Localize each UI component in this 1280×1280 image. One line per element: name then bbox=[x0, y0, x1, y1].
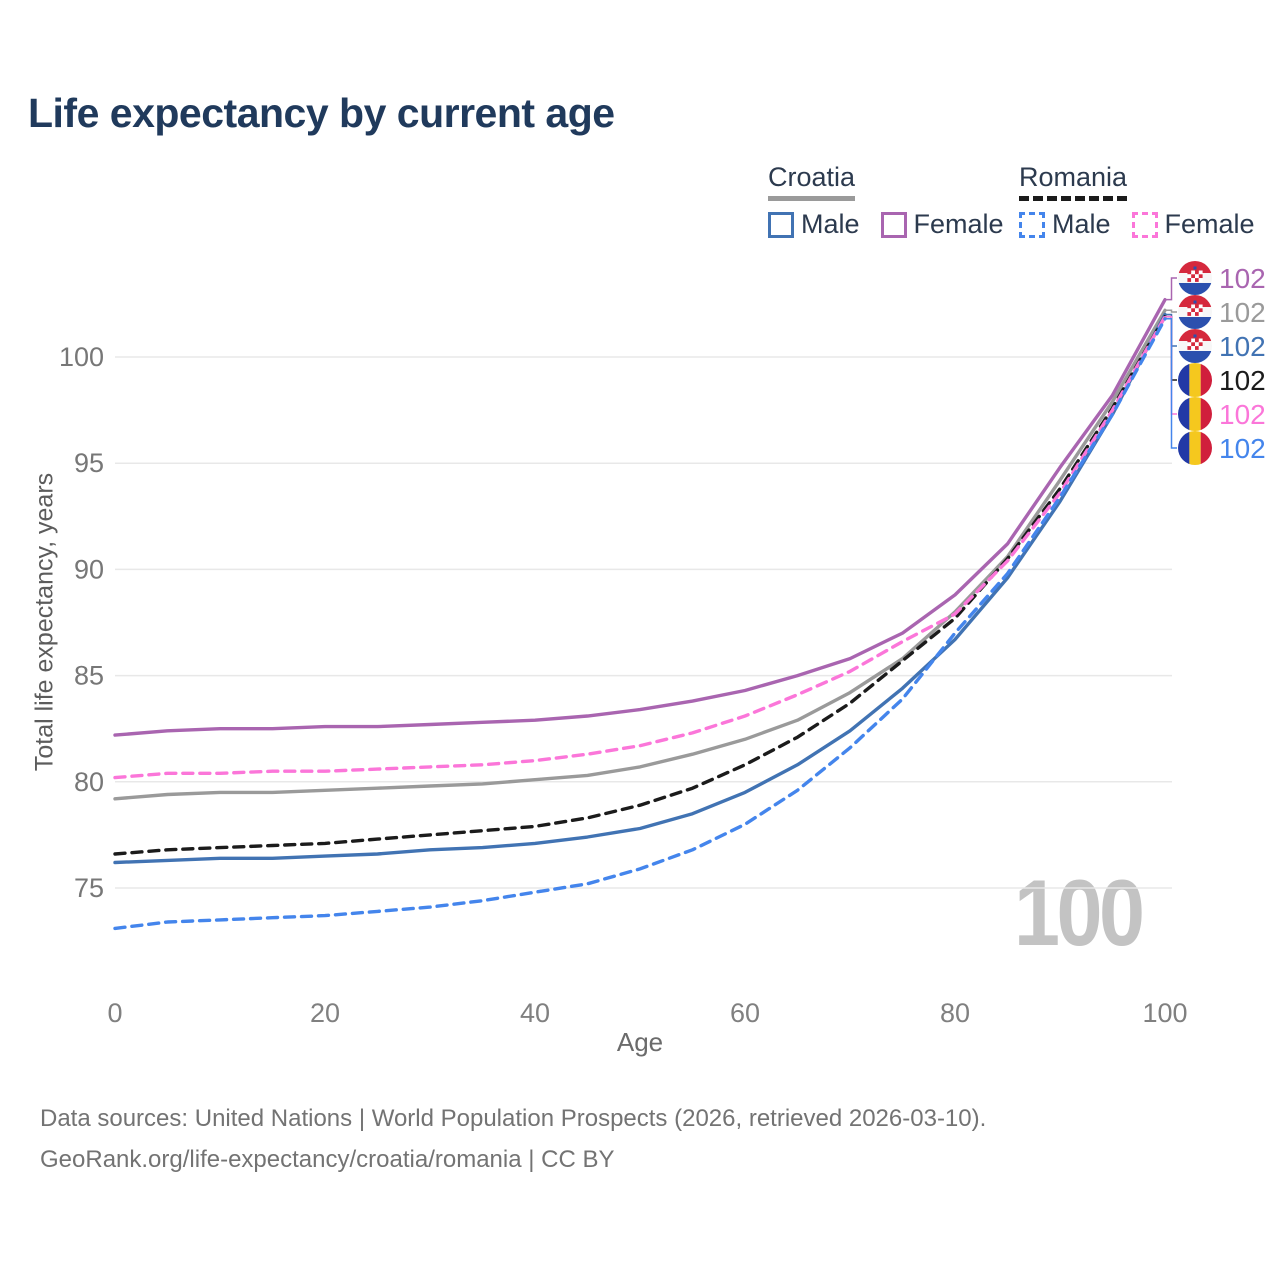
x-tick-label: 20 bbox=[310, 998, 340, 1028]
end-value-label-romania-male: 102 bbox=[1219, 433, 1266, 464]
legend-croatia-items: Male Female bbox=[768, 209, 1025, 240]
series-line-romania-male bbox=[113, 317, 1167, 931]
y-axis-title: Total life expectancy, years bbox=[30, 472, 59, 772]
legend-group-romania: Romania Male Female bbox=[1019, 162, 1276, 240]
end-label-leader-croatia-male bbox=[1165, 313, 1177, 347]
romania-male-swatch-icon[interactable] bbox=[1019, 211, 1045, 238]
croatia-female-swatch-icon[interactable] bbox=[880, 211, 907, 238]
end-value-label-romania-female: 102 bbox=[1219, 399, 1266, 430]
series-line-romania-total bbox=[113, 314, 1167, 856]
end-label-leader-romania-male bbox=[1165, 318, 1177, 449]
x-tick-label: 0 bbox=[107, 998, 122, 1028]
legend-romania-title[interactable]: Romania bbox=[1019, 162, 1128, 202]
y-tick-label: 90 bbox=[74, 554, 104, 584]
page-title: Life expectancy by current age bbox=[28, 90, 615, 136]
x-tick-label: 100 bbox=[1142, 998, 1187, 1028]
croatia-flag-icon bbox=[1178, 261, 1212, 295]
legend-group-croatia: Croatia Male Female bbox=[768, 162, 1025, 240]
series-line-romania-female bbox=[113, 314, 1167, 780]
romania-flag-icon bbox=[1178, 431, 1212, 465]
end-label-leader-romania-female bbox=[1165, 315, 1177, 415]
footer-data-sources: Data sources: United Nations | World Pop… bbox=[40, 1105, 987, 1132]
x-tick-label: 80 bbox=[940, 998, 970, 1028]
end-label-leader-croatia-female bbox=[1165, 277, 1177, 301]
y-tick-label: 100 bbox=[59, 342, 104, 372]
croatia-flag-icon bbox=[1178, 329, 1212, 363]
croatia-male-swatch-icon[interactable] bbox=[768, 211, 794, 238]
x-tick-label: 40 bbox=[520, 998, 550, 1028]
legend-croatia-title[interactable]: Croatia bbox=[768, 162, 856, 202]
x-tick-label: 60 bbox=[730, 998, 760, 1028]
end-value-label-croatia-total: 102 bbox=[1219, 297, 1266, 328]
footer-attribution: GeoRank.org/life-expectancy/croatia/roma… bbox=[40, 1146, 615, 1173]
series-line-croatia-total bbox=[113, 308, 1167, 801]
y-tick-label: 95 bbox=[74, 448, 104, 478]
end-value-label-croatia-female: 102 bbox=[1219, 263, 1266, 294]
series-line-croatia-male bbox=[113, 312, 1167, 865]
y-tick-label: 85 bbox=[74, 661, 104, 691]
end-label-leader-romania-total bbox=[1165, 315, 1177, 381]
series-line-croatia-female bbox=[113, 298, 1167, 737]
age-watermark-label: 100 bbox=[1014, 860, 1145, 965]
romania-flag-icon bbox=[1178, 363, 1212, 397]
legend-romania-male-label[interactable]: Male bbox=[1052, 209, 1111, 240]
legend-romania-items: Male Female bbox=[1019, 209, 1276, 240]
y-tick-label: 75 bbox=[74, 873, 104, 903]
romania-female-swatch-icon[interactable] bbox=[1131, 211, 1158, 238]
end-value-label-croatia-male: 102 bbox=[1219, 331, 1266, 362]
legend-croatia-male-label[interactable]: Male bbox=[801, 209, 860, 240]
legend-romania-female-label[interactable]: Female bbox=[1164, 209, 1255, 240]
x-axis-title: Age bbox=[617, 1027, 663, 1057]
end-value-label-romania-total: 102 bbox=[1219, 365, 1266, 396]
y-tick-label: 80 bbox=[74, 767, 104, 797]
end-label-leader-croatia-total bbox=[1165, 309, 1177, 313]
legend-croatia-female-label[interactable]: Female bbox=[913, 209, 1004, 240]
romania-flag-icon bbox=[1178, 397, 1212, 431]
croatia-flag-icon bbox=[1178, 295, 1212, 329]
